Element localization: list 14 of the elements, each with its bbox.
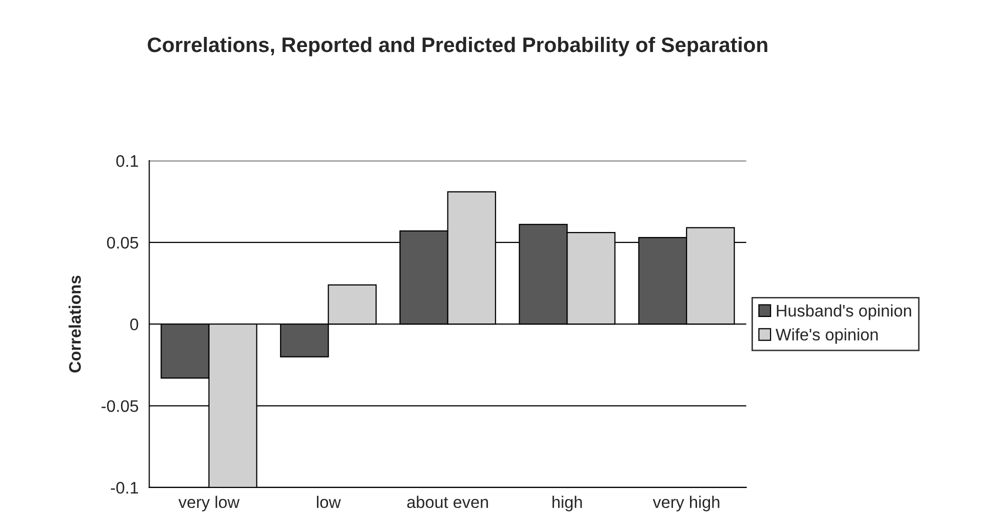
y-tick-label: 0.05 [107, 236, 138, 249]
y-tick-label: -0.05 [102, 400, 138, 412]
x-tick-label: high [552, 496, 582, 512]
legend-label: Wife's opinion [776, 328, 878, 344]
y-tick-label: 0.1 [116, 155, 138, 167]
x-tick-label: very low [178, 496, 240, 512]
chart-title: Correlations, Reported and Predicted Probability of Separation [148, 36, 768, 56]
y-tick-label: -0.1 [110, 482, 138, 494]
y-axis-title: Correlations [68, 276, 81, 372]
y-tick-label: 0 [130, 318, 138, 330]
x-tick-label: very high [652, 496, 720, 512]
legend-label: Husband's opinion [776, 304, 912, 320]
x-tick-label: about even [407, 496, 488, 508]
x-tick-label: low [316, 496, 341, 508]
